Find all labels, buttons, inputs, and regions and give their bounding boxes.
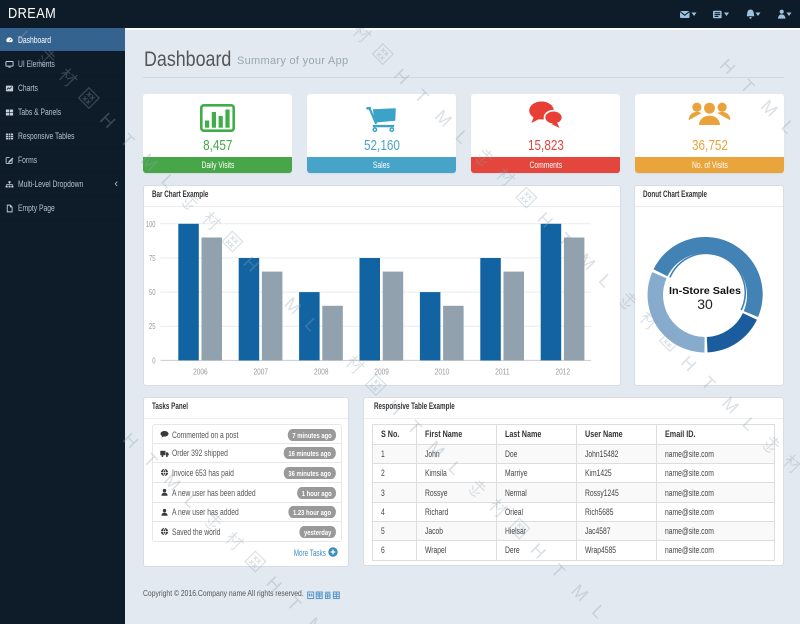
svg-text:100: 100	[146, 220, 156, 229]
svg-text:30: 30	[697, 296, 713, 312]
svg-text:75: 75	[149, 254, 156, 263]
svg-text:2010: 2010	[435, 368, 450, 377]
svg-text:2011: 2011	[495, 368, 510, 377]
svg-text:2006: 2006	[193, 368, 208, 377]
svg-text:2012: 2012	[556, 368, 571, 377]
svg-text:25: 25	[149, 322, 156, 331]
svg-text:50: 50	[149, 288, 156, 297]
svg-text:2007: 2007	[254, 368, 269, 377]
svg-text:0: 0	[152, 356, 156, 365]
svg-text:In-Store Sales: In-Store Sales	[669, 285, 741, 297]
svg-text:2009: 2009	[374, 368, 389, 377]
svg-text:2008: 2008	[314, 368, 329, 377]
